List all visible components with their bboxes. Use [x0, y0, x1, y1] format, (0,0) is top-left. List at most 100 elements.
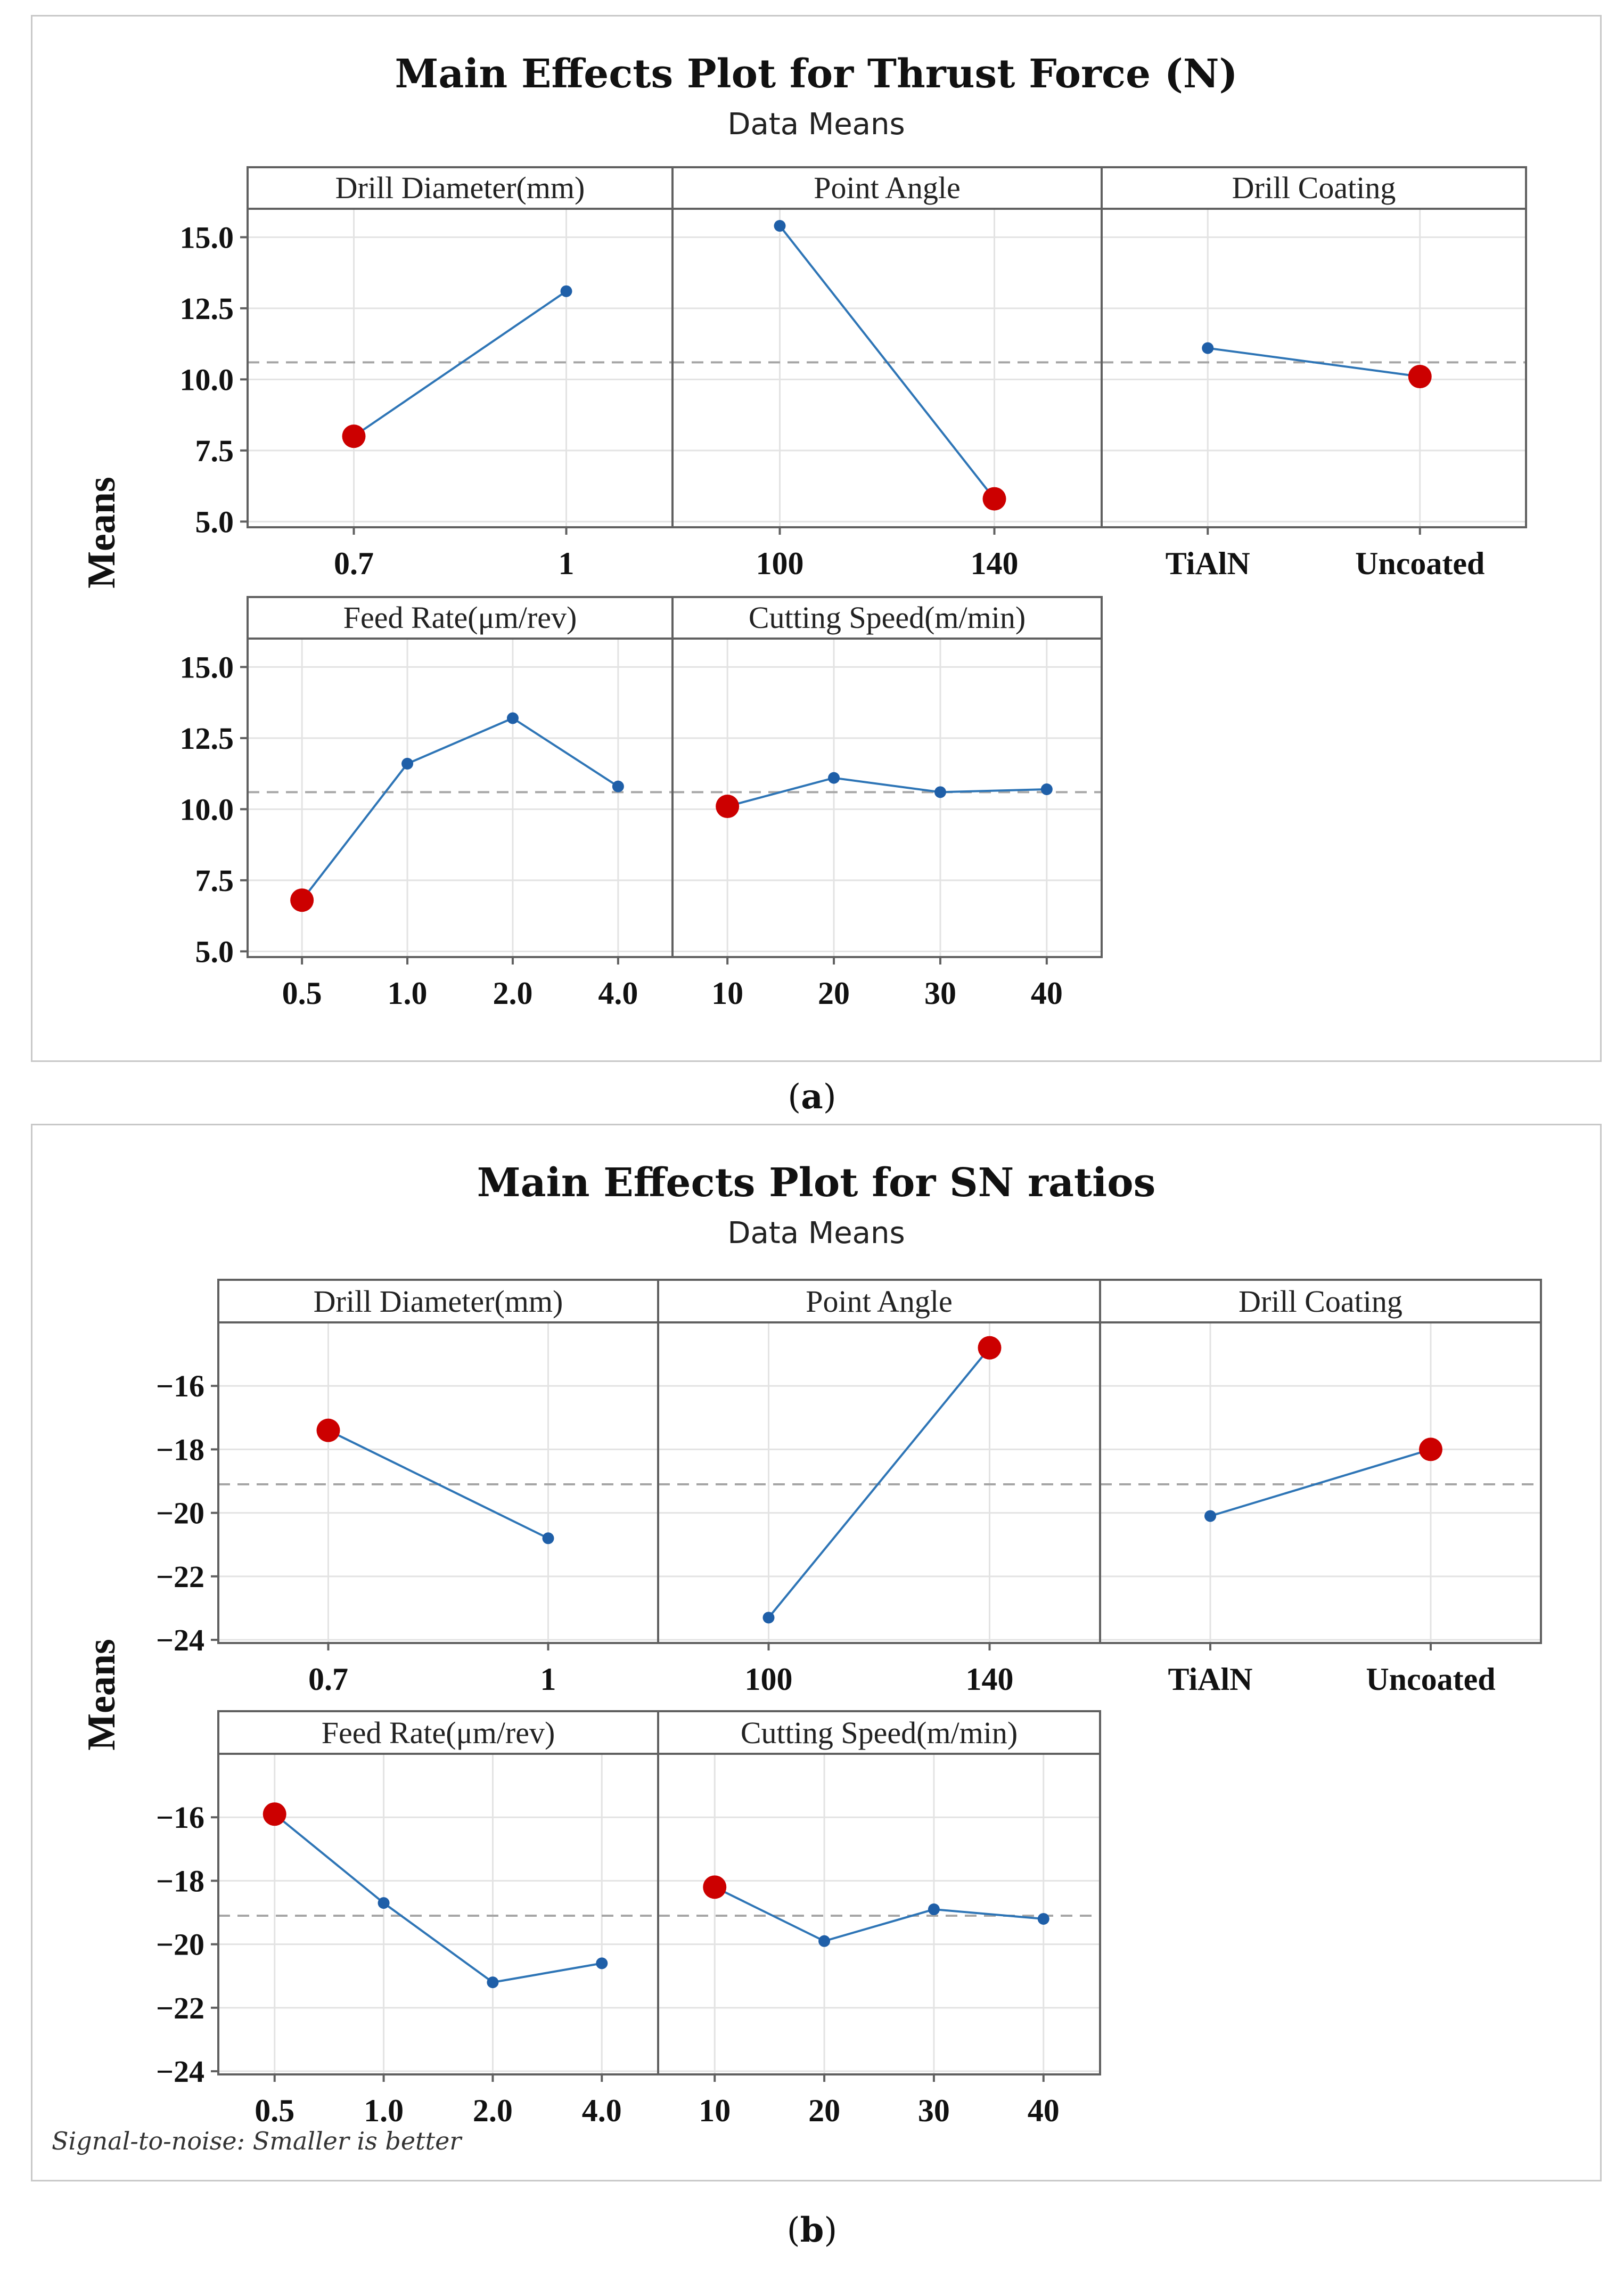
data-point-marker [596, 1957, 608, 1969]
panel-feed-rate-m-rev: Feed Rate(μm/rev) −16 −18 −20 −22 −24 0.5 1.0 2.… [156, 1710, 659, 2128]
optimal-point-marker [290, 888, 314, 912]
data-point-marker [1037, 1913, 1049, 1925]
x-tick-label: TiAlN [1168, 1662, 1253, 1697]
x-tick-label: 1 [559, 546, 575, 581]
series-line [1207, 347, 1421, 378]
x-tick-label: 2.0 [493, 976, 532, 1011]
x-tick-label: 1.0 [388, 976, 428, 1011]
figure-b-title: Main Effects Plot for SN ratios [477, 1160, 1156, 1206]
figure-a-title: Main Effects Plot for Thrust Force (N) [395, 51, 1238, 97]
panel-title: Drill Coating [1232, 170, 1396, 205]
panel-title: Point Angle [814, 170, 961, 205]
panel-feed-rate-m-rev: Feed Rate(μm/rev) 5.0 7.5 10.0 12.5 15.0 0.5 1.… [180, 596, 674, 1011]
data-point-marker [506, 712, 519, 724]
data-point-marker [928, 1903, 940, 1916]
data-point-marker [774, 220, 786, 232]
y-tick-label: −18 [156, 1864, 204, 1898]
x-tick-label: 40 [1031, 976, 1063, 1011]
panel-frame [1101, 166, 1527, 528]
y-tick-label: −22 [156, 1991, 204, 2025]
figure-b-caption-letter: b [800, 2210, 824, 2250]
panel-frame [217, 1710, 659, 2075]
x-tick-label: 0.7 [334, 546, 374, 581]
panel-frame [671, 166, 1103, 528]
optimal-point-marker [703, 1875, 727, 1899]
data-point-marker [612, 780, 624, 792]
panel-cutting-speed-m-min: Cutting Speed(m/min) 10 20 30 40 [671, 596, 1103, 1011]
optimal-point-marker [316, 1418, 340, 1442]
panel-title: Feed Rate(μm/rev) [343, 600, 577, 635]
y-tick-label: −24 [156, 1623, 204, 1657]
y-tick-label: 10.0 [180, 792, 234, 827]
panel-title: Drill Diameter(mm) [335, 170, 585, 205]
x-tick-label: 0.7 [308, 1662, 348, 1697]
x-tick-label: Uncoated [1355, 546, 1484, 581]
data-point-marker [828, 772, 840, 784]
data-point-marker [762, 1612, 775, 1624]
y-tick-label: 12.5 [180, 291, 234, 326]
panel-title: Drill Diameter(mm) [314, 1284, 563, 1319]
panel-drill-diameter-mm: Drill Diameter(mm) −16 −18 −20 −22 −24 0.7 1 [156, 1279, 659, 1697]
figure-a-frame: Main Effects Plot for Thrust Force (N) D… [31, 15, 1602, 1062]
y-tick-label: −22 [156, 1559, 204, 1594]
data-point-marker [934, 786, 946, 798]
optimal-point-marker [716, 795, 740, 819]
panel-title: Cutting Speed(m/min) [741, 1715, 1018, 1750]
y-axis-label: Means [80, 477, 124, 589]
y-axis-label: Means [80, 1639, 124, 1751]
panel-frame [657, 1710, 1101, 2075]
figure-b-subtitle: Data Means [727, 1216, 905, 1251]
figure-b-caption: (b) [786, 2210, 838, 2250]
panel-title: Point Angle [806, 1284, 953, 1319]
data-point-marker [1204, 1510, 1216, 1522]
y-tick-label: 15.0 [180, 220, 234, 255]
optimal-point-marker [1419, 1437, 1442, 1461]
figure-b-footnote: Signal-to-noise: Smaller is better [52, 2127, 462, 2155]
panel-frame [217, 1279, 659, 1644]
series-line [778, 225, 996, 500]
panel-frame [247, 166, 674, 528]
data-point-marker [1202, 342, 1214, 354]
data-point-marker [401, 757, 414, 770]
optimal-point-marker [978, 1336, 1002, 1360]
panel-frame [671, 596, 1103, 958]
optimal-point-marker [1408, 365, 1432, 389]
y-tick-label: 7.5 [195, 434, 234, 468]
figure-a-caption-letter: a [801, 1077, 823, 1117]
x-tick-label: 10 [699, 2093, 731, 2128]
y-tick-label: 15.0 [180, 650, 234, 684]
panel-drill-coating: Drill Coating TiAlN Uncoated [1101, 166, 1527, 581]
figure-a-caption: (a) [788, 1077, 836, 1117]
x-tick-label: Uncoated [1366, 1662, 1495, 1697]
panel-title: Drill Coating [1238, 1284, 1402, 1319]
y-tick-label: −16 [156, 1800, 204, 1835]
x-tick-label: 20 [818, 976, 850, 1011]
series-line [727, 777, 1047, 807]
y-tick-label: 12.5 [180, 721, 234, 756]
y-tick-label: 5.0 [195, 504, 234, 539]
data-point-marker [542, 1532, 554, 1544]
sn-ratio-main-effects-chart: Means Drill Diameter(mm) −16 −18 −20 −22 −24 0.… [80, 1279, 1542, 2128]
data-point-marker [487, 1976, 499, 1989]
x-tick-label: 1.0 [364, 2093, 404, 2128]
x-tick-label: 100 [745, 1662, 793, 1697]
optimal-point-marker [342, 424, 366, 448]
y-tick-label: 5.0 [195, 934, 234, 969]
y-tick-label: 10.0 [180, 362, 234, 397]
panel-drill-diameter-mm: Drill Diameter(mm) 5.0 7.5 10.0 12.5 15.0 0.7 1 [180, 166, 674, 581]
x-tick-label: 140 [966, 1662, 1014, 1697]
y-tick-label: −16 [156, 1369, 204, 1403]
y-tick-label: −18 [156, 1432, 204, 1467]
series-line [353, 290, 567, 437]
series-line [327, 1429, 549, 1540]
x-tick-label: 1 [540, 1662, 556, 1697]
x-tick-label: 2.0 [473, 2093, 513, 2128]
data-point-marker [818, 1935, 831, 1947]
figure-a-subtitle: Data Means [727, 107, 905, 142]
panel-frame [1099, 1279, 1542, 1644]
panel-drill-coating: Drill Coating TiAlN Uncoated [1099, 1279, 1542, 1697]
x-tick-label: 20 [808, 2093, 840, 2128]
panel-title: Cutting Speed(m/min) [749, 600, 1026, 635]
y-tick-label: 7.5 [195, 863, 234, 898]
